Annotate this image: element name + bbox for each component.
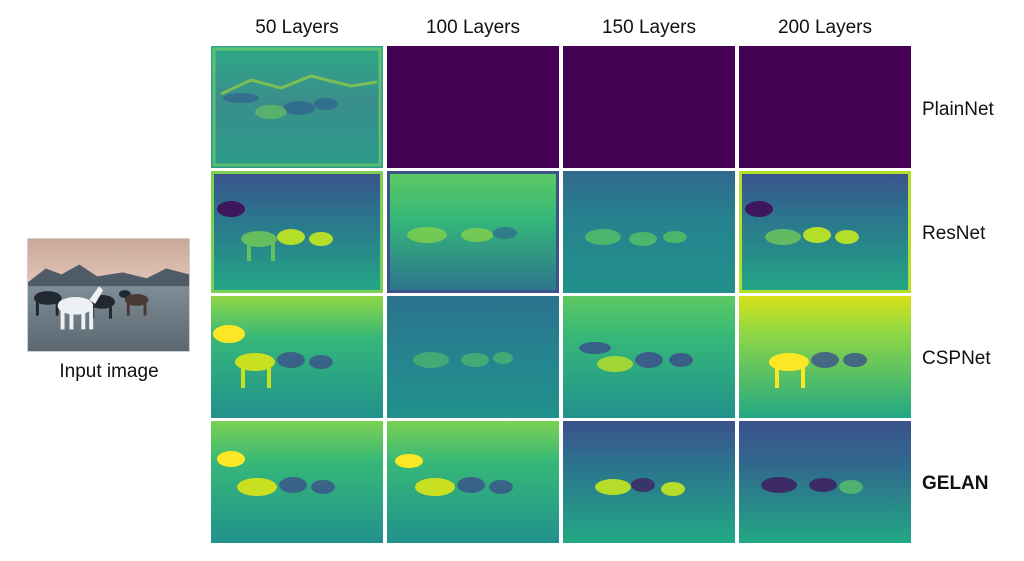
feature-map-resnet-100-layers: [387, 171, 559, 293]
row-label-resnet: ResNet: [922, 223, 986, 244]
feature-map-gelan-100-layers: [387, 421, 559, 543]
input-image-picture: [28, 239, 189, 351]
input-image-caption: Input image: [59, 361, 159, 382]
column-header-150-layers: 150 Layers: [601, 17, 696, 38]
row-label-plainnet: PlainNet: [922, 99, 994, 120]
feature-map-cspnet-50-layers: [211, 296, 383, 418]
row-label-cspnet: CSPNet: [922, 348, 991, 369]
feature-map-resnet-150-layers: [563, 171, 735, 293]
column-header-100-layers: 100 Layers: [425, 17, 520, 38]
feature-map-plainnet-200-layers: [739, 46, 911, 168]
feature-map-cspnet-150-layers: [563, 296, 735, 418]
row-label-gelan: GELAN: [922, 473, 989, 494]
feature-map-resnet-200-layers: [739, 171, 911, 293]
feature-map-resnet-50-layers: [211, 171, 383, 293]
feature-map-cspnet-100-layers: [387, 296, 559, 418]
input-image: [27, 238, 190, 352]
feature-map-gelan-50-layers: [211, 421, 383, 543]
feature-map-plainnet-150-layers: [563, 46, 735, 168]
feature-map-gelan-150-layers: [563, 421, 735, 543]
column-header-200-layers: 200 Layers: [777, 17, 872, 38]
feature-map-plainnet-100-layers: [387, 46, 559, 168]
feature-map-plainnet-50-layers: [211, 46, 383, 168]
feature-map-cspnet-200-layers: [739, 296, 911, 418]
feature-map-gelan-200-layers: [739, 421, 911, 543]
column-header-50-layers: 50 Layers: [255, 17, 339, 38]
